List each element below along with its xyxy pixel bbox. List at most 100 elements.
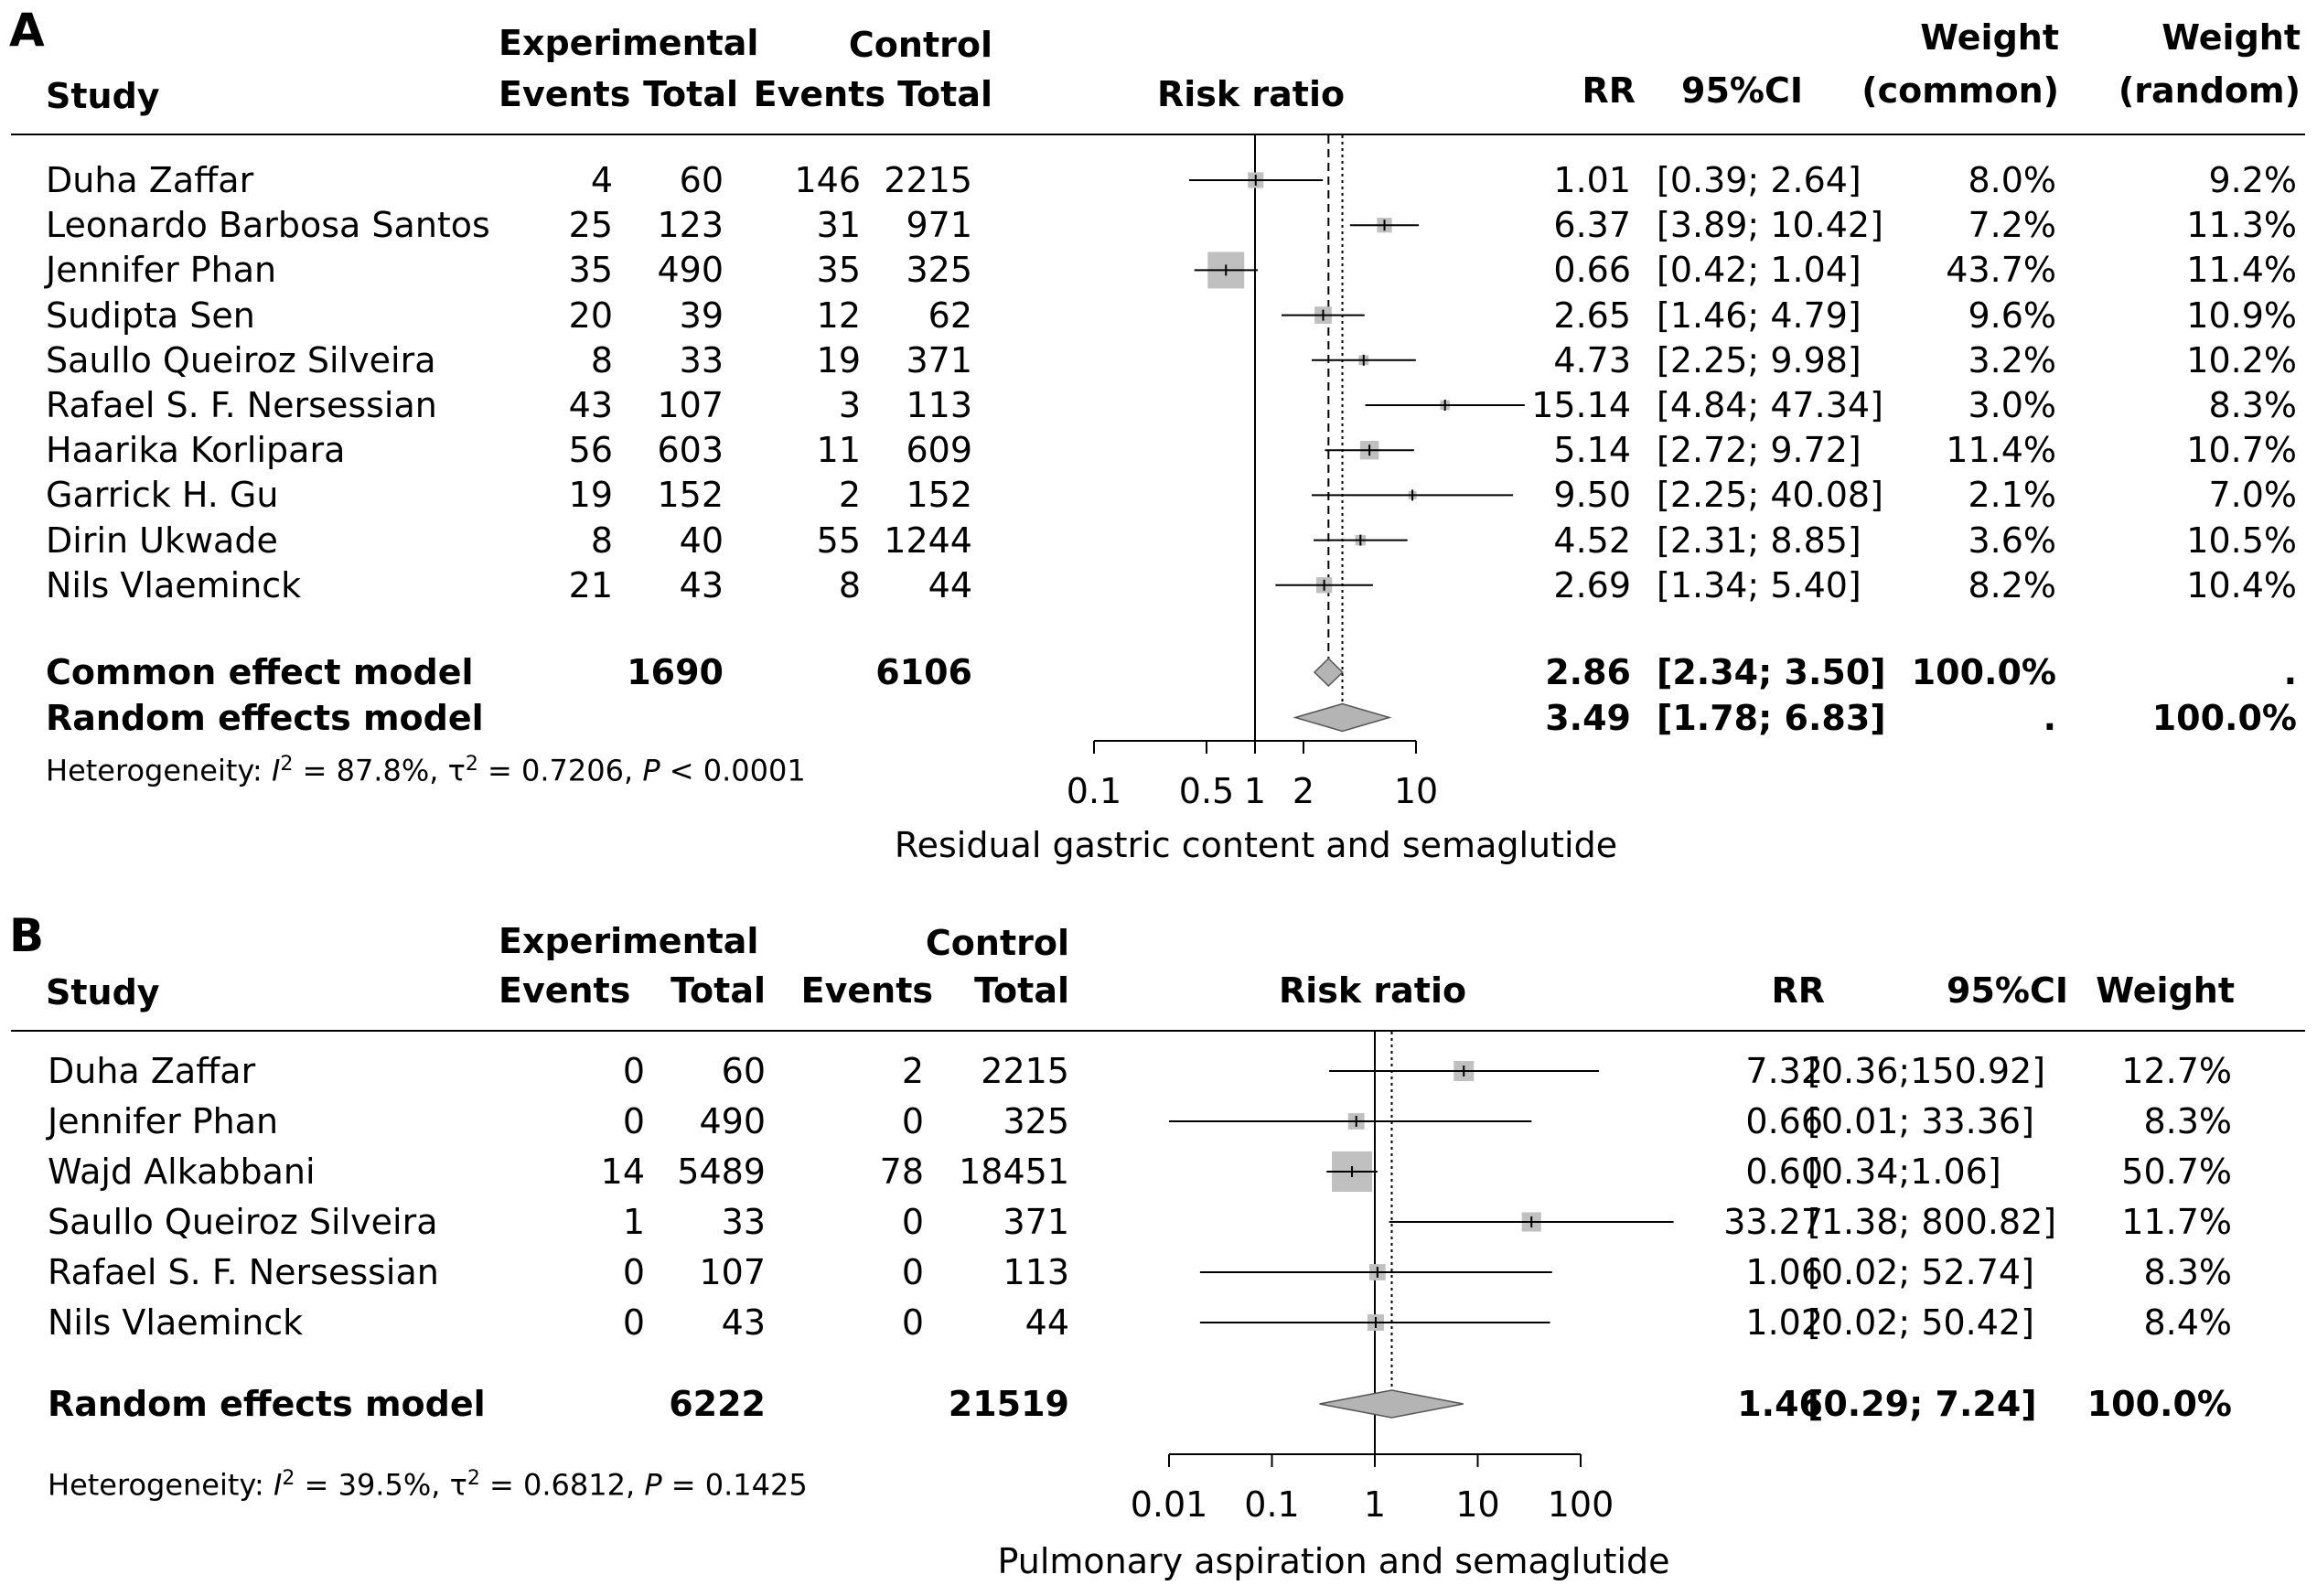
cell-ctrl-events: 55 <box>816 520 861 561</box>
cell-ctrl-total: 21519 <box>948 1384 1069 1424</box>
cell-exp-total: 107 <box>657 385 724 425</box>
cell-ci-text: [0.29; 7.24] <box>1807 1384 2037 1424</box>
cell-name: Sudipta Sen <box>46 295 255 336</box>
cell-exp-events: 35 <box>568 250 613 291</box>
header-weight-common-top: Weight <box>1920 17 2059 58</box>
cell-exp-total: 43 <box>721 1302 766 1343</box>
cell-rr-text: 7.32 <box>1745 1051 1823 1091</box>
cell-ctrl-total: 2215 <box>981 1051 1069 1091</box>
panel-label: B <box>9 909 45 962</box>
header-rule <box>11 134 2305 135</box>
cell-exp-total: 6222 <box>669 1384 766 1424</box>
cell-ci-text: [0.34;1.06] <box>1807 1151 2001 1192</box>
cell-exp-total: 60 <box>721 1051 766 1091</box>
cell-ctrl-events: 0 <box>901 1101 924 1141</box>
cell-exp-total: 60 <box>679 160 724 200</box>
cell-ctrl-events: 35 <box>816 250 861 291</box>
cell-ctrl-events: 3 <box>838 385 861 425</box>
cell-rr-text: 3.49 <box>1545 697 1631 738</box>
header-control: Control <box>848 25 992 65</box>
cell-exp-total: 5489 <box>677 1151 766 1192</box>
header-risk-ratio: Risk ratio <box>1157 74 1346 114</box>
cell-w-common: 100.0% <box>1911 652 2056 692</box>
x-tick-label: 0.5 <box>1179 771 1234 811</box>
cell-w-common: 2.1% <box>1968 475 2056 516</box>
cell-w-random: 7.0% <box>2208 475 2297 516</box>
cell-ctrl-events: 2 <box>838 475 861 516</box>
cell-w-random: 10.4% <box>2186 564 2297 605</box>
cell-exp-events: 4 <box>590 160 613 200</box>
cell-exp-total: 1690 <box>627 652 724 692</box>
forest-plot-b: B Experimental Control Study Events Tota… <box>0 905 2317 1596</box>
cell-exp-total: 490 <box>699 1101 766 1141</box>
cell-ctrl-total: 2215 <box>884 160 972 200</box>
cell-name: Nils Vlaeminck <box>48 1302 304 1343</box>
cell-w-common: 9.6% <box>1968 295 2056 336</box>
cell-exp-events: 56 <box>568 430 613 471</box>
cell-exp-total: 107 <box>699 1252 766 1292</box>
cell-ctrl-events: 12 <box>816 295 861 336</box>
cell-rr-text: 15.14 <box>1531 385 1631 425</box>
cell-w-common: 7.2% <box>1968 205 2056 246</box>
cell-exp-events: 0 <box>622 1252 645 1292</box>
cell-ci-text: [0.02; 52.74] <box>1807 1252 2034 1292</box>
summary-diamond <box>1293 702 1392 733</box>
cell-w-common: 11.4% <box>1946 430 2056 471</box>
header-exp-total: Total <box>643 74 738 114</box>
cell-ci-text: [3.89; 10.42] <box>1657 205 1883 246</box>
cell-rr-text: 2.86 <box>1545 652 1631 692</box>
cell-exp-total: 490 <box>657 250 724 291</box>
cell-weight: 12.7% <box>2121 1051 2232 1091</box>
cell-exp-events: 0 <box>622 1101 645 1141</box>
cell-name: Random effects model <box>48 1384 486 1424</box>
cell-ctrl-events: 0 <box>901 1302 924 1343</box>
cell-ci-text: [0.42; 1.04] <box>1657 250 1861 291</box>
cell-ctrl-total: 609 <box>906 430 972 471</box>
cell-ctrl-total: 371 <box>1003 1202 1069 1242</box>
cell-w-random: 11.3% <box>2186 205 2297 246</box>
cell-w-common: 3.0% <box>1968 385 2056 425</box>
header-study: Study <box>46 972 160 1012</box>
cell-rr-text: 0.66 <box>1745 1101 1823 1141</box>
cell-ctrl-events: 146 <box>794 160 861 200</box>
cell-rr-text: 0.66 <box>1553 250 1631 291</box>
cell-ci-text: [0.01; 33.36] <box>1807 1101 2034 1141</box>
cell-rr-text: 5.14 <box>1553 430 1631 471</box>
header-risk-ratio: Risk ratio <box>1279 970 1467 1011</box>
header-study: Study <box>46 76 160 116</box>
cell-rr-text: 6.37 <box>1553 205 1631 246</box>
cell-ctrl-total: 44 <box>1024 1302 1069 1343</box>
cell-w-common: 3.6% <box>1968 520 2056 561</box>
forest-plot-a: A Experimental Control Study Events Tota… <box>9 7 2305 862</box>
cell-ci-text: [2.31; 8.85] <box>1657 520 1861 561</box>
x-tick-label: 10 <box>1455 1484 1499 1525</box>
cell-w-random: . <box>2283 652 2297 692</box>
cell-exp-total: 603 <box>657 430 724 471</box>
header-experimental: Experimental <box>499 921 759 961</box>
header-weight: Weight <box>2096 970 2235 1011</box>
cell-name: Saullo Queiroz Silveira <box>48 1202 438 1242</box>
cell-exp-events: 0 <box>622 1051 645 1091</box>
cell-name: Haarika Korlipara <box>46 430 346 471</box>
cell-weight: 50.7% <box>2121 1151 2232 1192</box>
header-weight-common-bottom: (common) <box>1861 70 2059 111</box>
cell-ctrl-events: 19 <box>816 339 861 380</box>
forest-plot-b-marks: 0.01 0.1 1 10 100 <box>1131 1032 1674 1525</box>
header-ctrl-events: Events <box>800 970 933 1011</box>
cell-ctrl-total: 325 <box>1003 1101 1069 1141</box>
cell-rr-text: 1.01 <box>1553 160 1631 200</box>
x-tick-label: 0.1 <box>1067 771 1121 811</box>
cell-exp-total: 152 <box>657 475 724 516</box>
header-ctrl-events: Events <box>753 74 885 114</box>
cell-w-random: 10.7% <box>2186 430 2297 471</box>
cell-ci-text: [1.38; 800.82] <box>1807 1202 2057 1242</box>
cell-name: Leonardo Barbosa Santos <box>46 205 490 246</box>
cell-ci-text: [0.39; 2.64] <box>1657 160 1861 200</box>
cell-exp-events: 1 <box>622 1202 645 1242</box>
cell-rr-text: 4.52 <box>1553 520 1631 561</box>
cell-name: Garrick H. Gu <box>46 475 279 516</box>
cell-exp-total: 39 <box>679 295 724 336</box>
x-axis-label: Pulmonary aspiration and semaglutide <box>997 1541 1670 1581</box>
cell-ctrl-total: 113 <box>906 385 972 425</box>
cell-ctrl-total: 971 <box>906 205 972 246</box>
